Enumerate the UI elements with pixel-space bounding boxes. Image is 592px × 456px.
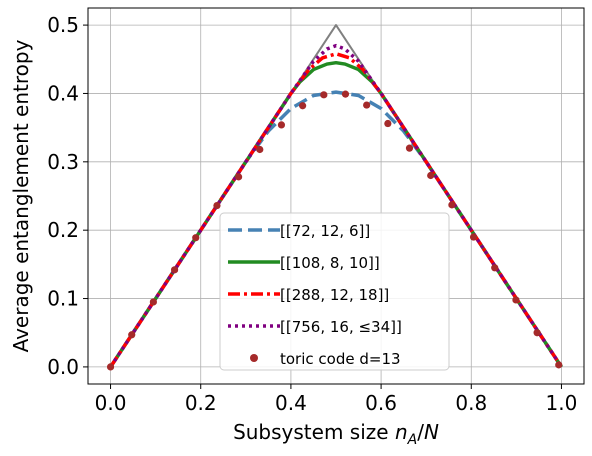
- y-tick-label: 0.5: [47, 13, 79, 37]
- legend-box: [219, 212, 450, 371]
- data-point-toric-code-d-13: [128, 331, 136, 339]
- legend-label: [[72, 12, 6]]: [280, 222, 370, 240]
- x-tick-label: 0.6: [365, 391, 397, 415]
- x-tick-label: 0.2: [185, 391, 217, 415]
- data-point-toric-code-d-13: [491, 264, 499, 272]
- x-tick-label: 0.4: [275, 391, 307, 415]
- data-point-toric-code-d-13: [106, 363, 115, 371]
- x-tick-label: 1.0: [546, 391, 578, 415]
- data-point-toric-code-d-13: [320, 91, 328, 99]
- legend-label: toric code d=13: [280, 350, 401, 368]
- legend-label: [[288, 12, 18]]: [280, 286, 389, 304]
- x-axis-label: Subsystem size nA/N: [233, 420, 439, 448]
- data-point-toric-code-d-13: [555, 361, 563, 369]
- y-tick-label: 0.2: [47, 218, 79, 242]
- data-point-toric-code-d-13: [512, 296, 520, 304]
- x-tick-label: 0.0: [95, 391, 127, 415]
- legend-label: [[108, 8, 10]]: [280, 254, 380, 272]
- plot-frame: [87, 7, 585, 385]
- data-point-toric-code-d-13: [192, 234, 200, 242]
- data-point-toric-code-d-13: [341, 90, 350, 98]
- data-point-toric-code-d-13: [384, 119, 392, 128]
- data-point-toric-code-d-13: [149, 298, 157, 306]
- y-tick-label: 0.1: [47, 287, 79, 311]
- data-point-toric-code-d-13: [533, 329, 541, 337]
- data-point-toric-code-d-13: [235, 173, 243, 181]
- legend-marker: [250, 354, 258, 362]
- legend-label: [[756, 16, ≤34]]: [280, 318, 402, 336]
- y-tick-label: 0.0: [47, 355, 79, 379]
- y-tick-label: 0.3: [47, 150, 79, 174]
- ticks: 0.0 0.2 0.4 0.6 0.8 1.0 0.0 0.1 0.2 0.3 0.4 0.5: [47, 13, 577, 415]
- series-layer: [106, 24, 563, 371]
- data-point-toric-code-d-13: [277, 121, 286, 129]
- data-point-toric-code-d-13: [256, 145, 264, 154]
- data-point-toric-code-d-13: [405, 144, 414, 152]
- data-point-toric-code-d-13: [363, 101, 371, 109]
- data-point-toric-code-d-13: [448, 201, 456, 209]
- data-point-toric-code-d-13: [469, 233, 478, 241]
- legend: [[72, 12, 6]] [[108, 8, 10]] [[288, 12, 18…: [219, 212, 450, 371]
- x-tick-label: 0.8: [455, 391, 487, 415]
- y-tick-label: 0.4: [47, 81, 79, 105]
- data-point-toric-code-d-13: [213, 201, 221, 210]
- data-point-toric-code-d-13: [170, 266, 179, 274]
- y-axis-label: Average entanglement entropy: [9, 39, 33, 352]
- data-point-toric-code-d-13: [299, 102, 307, 110]
- data-point-toric-code-d-13: [427, 171, 435, 180]
